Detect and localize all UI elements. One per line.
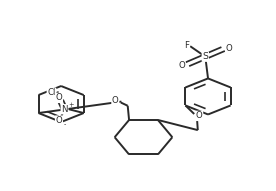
Text: F: F xyxy=(184,41,189,50)
Text: O: O xyxy=(112,96,119,104)
Text: +: + xyxy=(68,102,73,108)
Text: O: O xyxy=(55,93,62,102)
Text: -: - xyxy=(64,121,66,127)
Text: O: O xyxy=(226,44,233,53)
Text: S: S xyxy=(202,52,208,61)
Text: O: O xyxy=(196,111,203,120)
Text: O: O xyxy=(178,61,185,70)
Text: N: N xyxy=(61,105,68,114)
Text: Cl: Cl xyxy=(47,88,56,97)
Text: O: O xyxy=(55,116,62,125)
